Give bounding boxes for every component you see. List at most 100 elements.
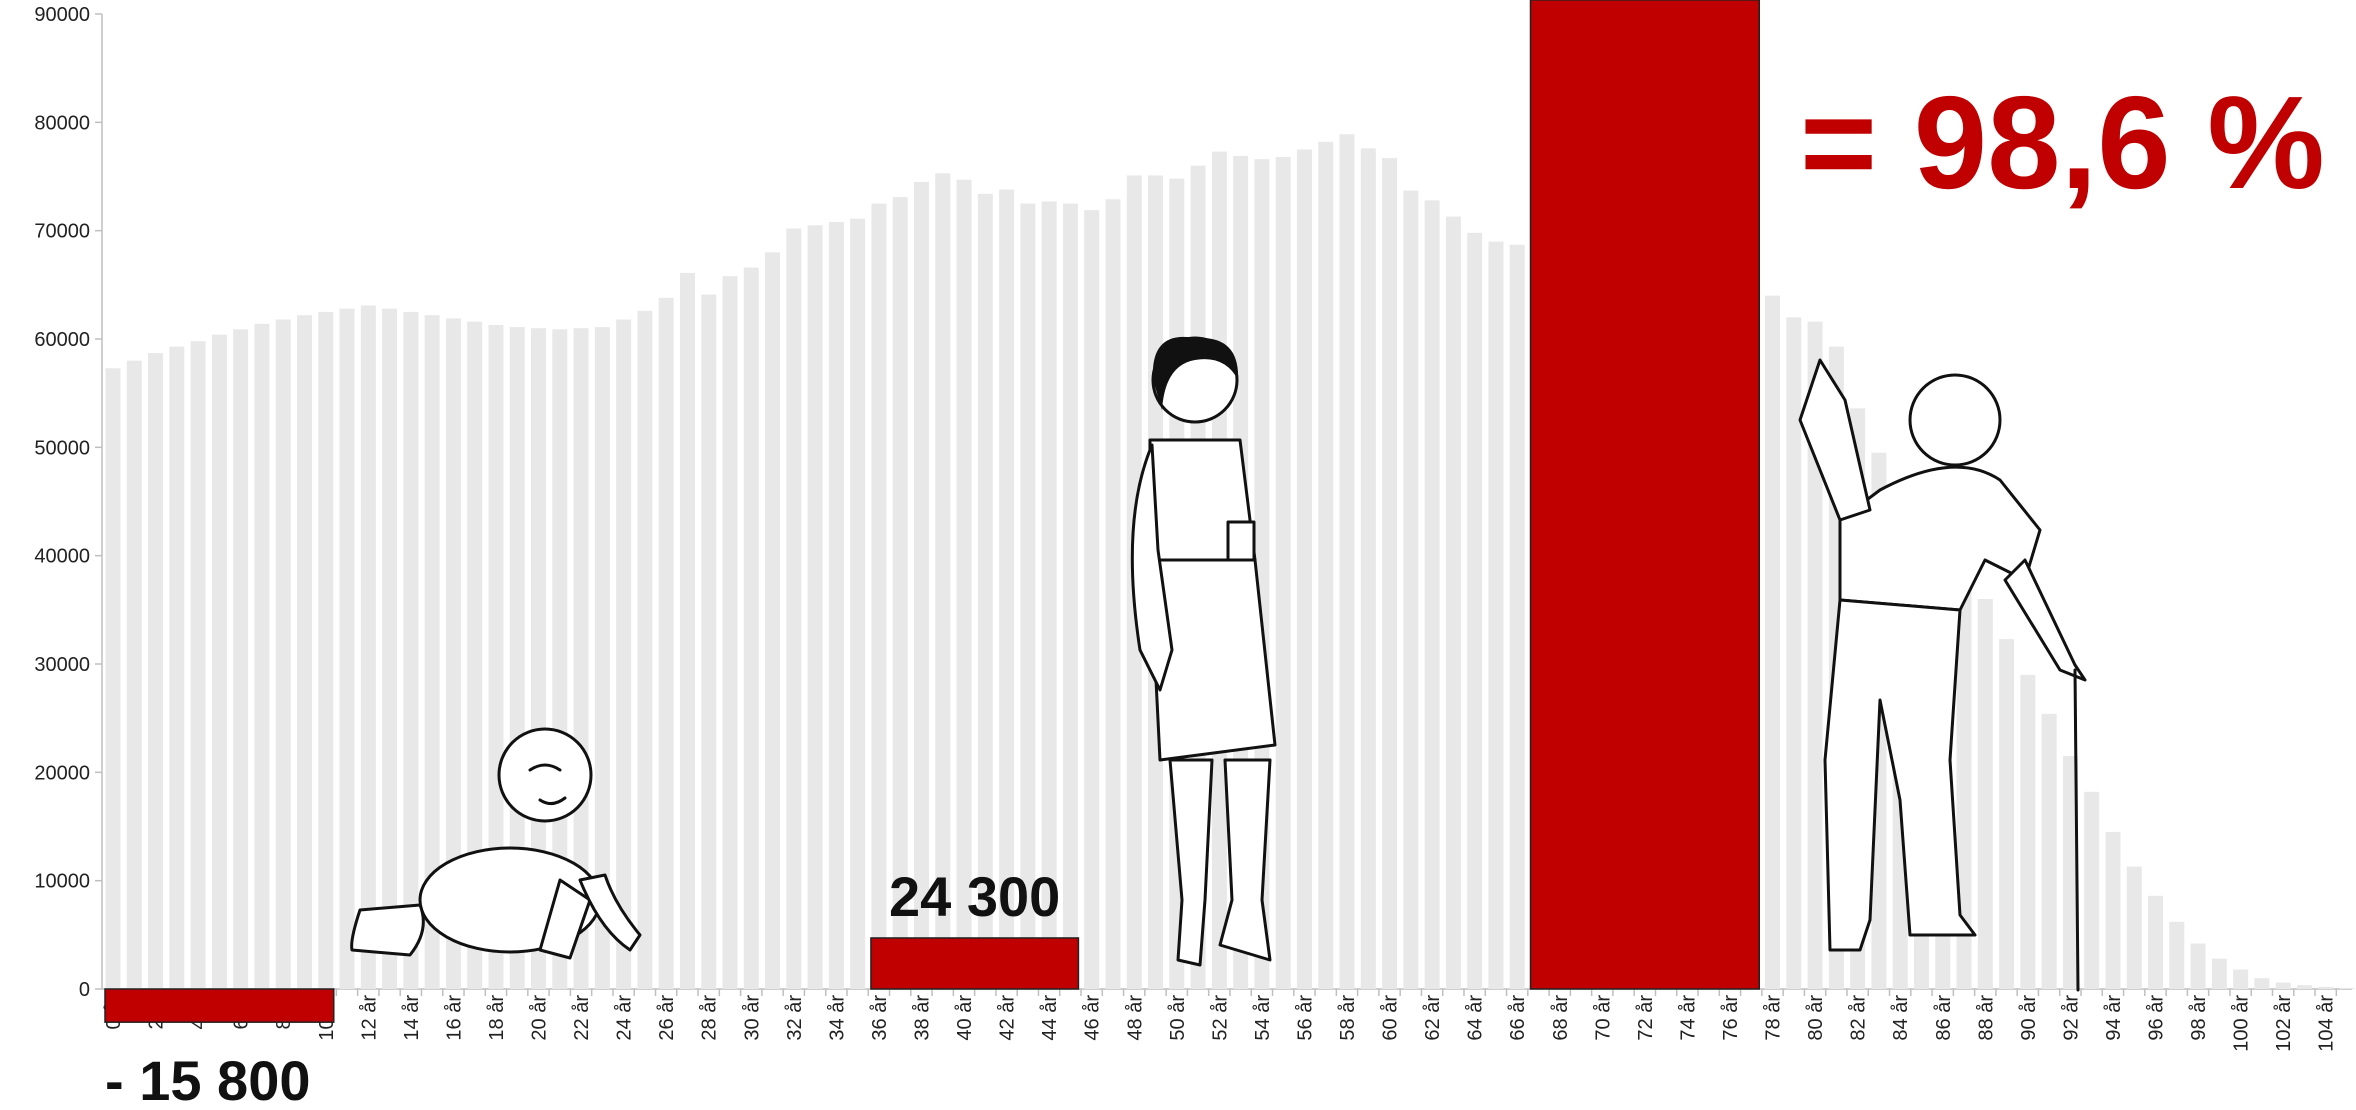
woman-leg bbox=[1168, 758, 1214, 967]
bar bbox=[2254, 978, 2270, 989]
bar bbox=[850, 218, 866, 989]
y-tick-label: 30000 bbox=[34, 654, 90, 676]
baby-arm bbox=[538, 878, 592, 960]
bar bbox=[1999, 639, 2015, 989]
x-tick-label: 74 år bbox=[1677, 995, 1699, 1041]
bar bbox=[1467, 232, 1483, 990]
bar bbox=[828, 222, 844, 989]
bar bbox=[1105, 199, 1121, 989]
y-tick-label: 0 bbox=[79, 979, 90, 1001]
bar bbox=[2148, 895, 2164, 989]
bar bbox=[786, 228, 802, 989]
x-tick-label: 24 år bbox=[614, 995, 636, 1041]
illustrations bbox=[350, 336, 2087, 992]
x-tick-label: 26 år bbox=[656, 995, 678, 1041]
x-tick-label: 84 år bbox=[1890, 995, 1912, 1041]
bar bbox=[531, 328, 547, 990]
bar bbox=[1403, 190, 1419, 990]
baby-arm bbox=[578, 873, 642, 952]
bar bbox=[233, 329, 249, 989]
x-tick-label: 52 år bbox=[1209, 995, 1231, 1041]
x-tick-label: 44 år bbox=[1039, 995, 1061, 1041]
x-tick-label: 16 år bbox=[443, 995, 465, 1041]
x-tick-label: 12 år bbox=[358, 995, 380, 1041]
x-tick-label: 72 år bbox=[1635, 995, 1657, 1041]
y-tick-label: 80000 bbox=[34, 112, 90, 134]
x-tick-label: 60 år bbox=[1380, 995, 1402, 1041]
bar bbox=[1084, 210, 1100, 990]
bar bbox=[318, 311, 334, 990]
bar bbox=[616, 319, 632, 989]
bar bbox=[573, 328, 589, 990]
bar bbox=[2169, 921, 2185, 989]
bar bbox=[1020, 203, 1036, 990]
woman-hair bbox=[1152, 336, 1239, 410]
x-tick-label: 32 år bbox=[784, 995, 806, 1041]
x-tick-label: 40 år bbox=[954, 995, 976, 1041]
bar bbox=[254, 323, 270, 989]
bar bbox=[1488, 241, 1504, 989]
bar bbox=[2296, 985, 2312, 989]
bar bbox=[2041, 713, 2057, 989]
bar bbox=[1509, 244, 1525, 989]
bar bbox=[701, 294, 717, 989]
man-raised-arm bbox=[1798, 358, 1872, 522]
y-tick-label: 60000 bbox=[34, 329, 90, 351]
baby-face bbox=[528, 763, 567, 805]
bar bbox=[2105, 831, 2121, 989]
bar bbox=[403, 311, 419, 990]
x-tick-label: 56 år bbox=[1294, 995, 1316, 1041]
annotation: = 98,6 % bbox=[1800, 69, 2325, 216]
bar bbox=[1062, 203, 1078, 990]
highlight-label: 24 300 bbox=[889, 865, 1060, 928]
baby-leg bbox=[350, 903, 425, 957]
bar bbox=[1339, 134, 1355, 989]
bar bbox=[1041, 201, 1057, 989]
y-tick-label: 40000 bbox=[34, 546, 90, 568]
x-tick-label: 18 år bbox=[486, 995, 508, 1041]
bar bbox=[296, 315, 312, 990]
bar bbox=[445, 318, 461, 990]
bar bbox=[275, 319, 291, 989]
bar bbox=[935, 173, 951, 989]
man-cane bbox=[2073, 668, 2080, 992]
x-tick-label: 54 år bbox=[1252, 995, 1274, 1041]
highlight-bar bbox=[104, 988, 335, 1023]
x-tick-label: 38 år bbox=[911, 995, 933, 1041]
bar bbox=[913, 181, 929, 989]
bar bbox=[190, 341, 206, 990]
x-tick-label: 28 år bbox=[699, 995, 721, 1041]
x-tick-label: 66 år bbox=[1507, 995, 1529, 1041]
highlight-layer: - 15 800 24 300 bbox=[104, 0, 1761, 1110]
bar bbox=[2318, 986, 2334, 989]
bar bbox=[2190, 943, 2206, 989]
x-tick-label: 94 år bbox=[2103, 995, 2125, 1041]
y-tick-label: 70000 bbox=[34, 221, 90, 243]
man-trousers bbox=[1823, 598, 1977, 952]
bar bbox=[148, 353, 164, 989]
bar bbox=[765, 252, 781, 990]
bar bbox=[2062, 756, 2078, 989]
bar bbox=[1296, 149, 1312, 989]
y-tick-label: 10000 bbox=[34, 871, 90, 893]
bar bbox=[509, 327, 525, 989]
bar bbox=[467, 321, 483, 990]
bar bbox=[956, 179, 972, 989]
bar bbox=[743, 267, 759, 989]
bar bbox=[339, 308, 355, 990]
bar bbox=[105, 368, 121, 989]
bar bbox=[1360, 148, 1376, 990]
woman-cup bbox=[1226, 520, 1256, 562]
baby-head bbox=[497, 727, 593, 823]
bar bbox=[1382, 158, 1398, 990]
bar bbox=[679, 272, 695, 990]
x-tick-label: 70 år bbox=[1592, 995, 1614, 1041]
bar bbox=[2084, 791, 2100, 989]
bar bbox=[360, 305, 376, 990]
x-tick-label: 14 år bbox=[401, 995, 423, 1041]
x-tick-label: 62 år bbox=[1422, 995, 1444, 1041]
bar bbox=[424, 315, 440, 990]
x-tick-label: 104 år bbox=[2316, 995, 2338, 1052]
x-tick-label: 86 år bbox=[1933, 995, 1955, 1041]
highlight-label: - 15 800 bbox=[105, 1049, 311, 1110]
